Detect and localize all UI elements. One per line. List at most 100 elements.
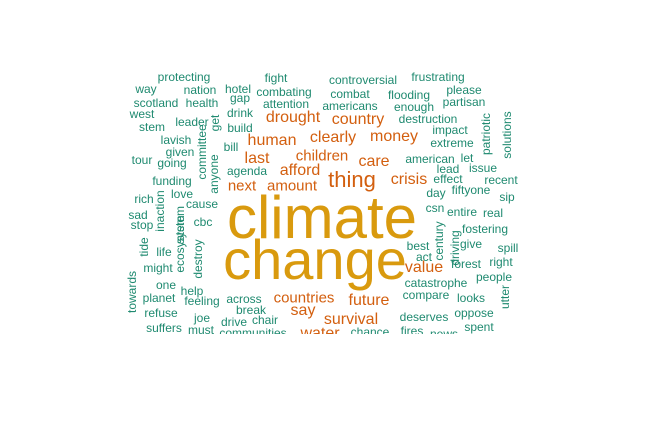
word-last: last — [244, 150, 270, 167]
word-help: help — [180, 284, 204, 298]
word-way: way — [135, 82, 157, 96]
word-amount: amount — [266, 177, 318, 195]
word-climate: climate — [226, 184, 418, 251]
word-cbc: cbc — [193, 215, 213, 229]
word-communities: communities — [219, 326, 287, 334]
word-next: next — [227, 177, 257, 195]
word-stem: stem — [138, 120, 166, 134]
word-people: people — [475, 270, 513, 284]
word-give: give — [459, 237, 483, 251]
word-destroy: destroy — [191, 239, 205, 279]
word-issue: issue — [468, 161, 498, 175]
word-lead: lead — [436, 162, 460, 176]
word-century: century — [432, 221, 446, 261]
word-catastrophe: catastrophe — [404, 276, 468, 290]
word-going: going — [157, 156, 187, 170]
word-tide: tide — [137, 237, 151, 257]
word-build: build — [227, 121, 253, 135]
word-let: let — [460, 151, 474, 165]
word-tour: tour — [131, 153, 153, 167]
word-effect: effect — [433, 172, 463, 186]
word-right: right — [489, 255, 513, 269]
word-lavish: lavish — [160, 133, 192, 147]
word-one: one — [155, 278, 177, 292]
word-towards: towards — [126, 270, 139, 314]
word-countries: countries — [273, 289, 335, 307]
word-day: day — [426, 186, 446, 200]
word-afford: afford — [279, 162, 321, 179]
word-thing: thing — [328, 167, 376, 192]
word-solutions: solutions — [500, 111, 514, 159]
word-ecosystem: ecosystem — [173, 215, 187, 273]
word-anyone: anyone — [207, 154, 221, 194]
word-health: health — [185, 96, 219, 110]
word-survival: survival — [323, 311, 379, 328]
word-children: children — [295, 147, 349, 165]
word-joe: joe — [193, 311, 211, 325]
word-stop: stop — [130, 218, 154, 232]
word-patriotic: patriotic — [479, 112, 493, 156]
word-rich: rich — [134, 192, 154, 206]
word-fiftyone: fiftyone — [451, 183, 491, 197]
word-across: across — [226, 292, 262, 306]
word-utter: utter — [498, 284, 512, 310]
word-best: best — [406, 239, 430, 253]
word-hotel: hotel — [224, 82, 252, 96]
word-future: future — [348, 292, 390, 309]
word-feeling: feeling — [184, 294, 220, 308]
word-entire: entire — [446, 205, 478, 219]
word-combating: combating — [256, 85, 312, 99]
word-might: might — [143, 261, 173, 275]
word-change: change — [223, 228, 407, 291]
word-extreme: extreme — [430, 136, 474, 150]
word-cloud: climate change thing human clearly money droug… — [126, 72, 526, 334]
word-inaction: inaction — [153, 190, 167, 232]
word-leader: leader — [175, 115, 209, 129]
word-love: love — [170, 187, 194, 201]
word-protecting: protecting — [157, 72, 211, 84]
word-crisis: crisis — [390, 171, 428, 188]
word-break: break — [235, 303, 267, 317]
word-bill: bill — [223, 140, 239, 154]
word-controversial: controversial — [328, 73, 398, 87]
word-recent: recent — [484, 173, 518, 187]
word-west: west — [129, 107, 155, 121]
word-real: real — [482, 206, 504, 220]
word-say: say — [290, 302, 316, 319]
word-deserves: deserves — [399, 310, 449, 324]
word-partisan: partisan — [442, 95, 486, 109]
word-chair: chair — [251, 313, 279, 327]
word-must: must — [187, 323, 215, 334]
word-american: american — [405, 152, 455, 166]
word-destruction: destruction — [398, 112, 458, 126]
word-value: value — [404, 259, 444, 276]
word-fostering: fostering — [461, 222, 509, 236]
word-sip: sip — [499, 190, 515, 204]
word-care: care — [358, 153, 390, 170]
word-water: water — [300, 325, 340, 335]
word-chance: chance — [350, 325, 390, 334]
word-drink: drink — [226, 106, 254, 120]
word-fires: fires — [400, 324, 424, 334]
word-money: money — [369, 128, 419, 145]
word-enough: enough — [393, 100, 435, 114]
word-sad: sad — [128, 208, 148, 222]
word-suffers: suffers — [146, 321, 182, 334]
word-get: get — [208, 114, 222, 132]
word-combat: combat — [330, 87, 370, 101]
word-spill: spill — [497, 241, 519, 255]
word-act: act — [415, 250, 433, 264]
word-impact: impact — [432, 123, 468, 137]
word-attention: attention — [262, 97, 310, 111]
word-country: country — [331, 111, 385, 128]
word-forest: forest — [450, 257, 482, 271]
word-nation: nation — [183, 83, 217, 97]
word-gap: gap — [229, 91, 251, 105]
word-looks: looks — [456, 291, 486, 305]
word-fight: fight — [264, 72, 288, 85]
word-flooding: flooding — [387, 88, 431, 102]
word-life: life — [156, 245, 172, 259]
word-oppose: oppose — [454, 306, 494, 320]
word-clearly: clearly — [309, 129, 357, 146]
word-please: please — [446, 83, 482, 97]
